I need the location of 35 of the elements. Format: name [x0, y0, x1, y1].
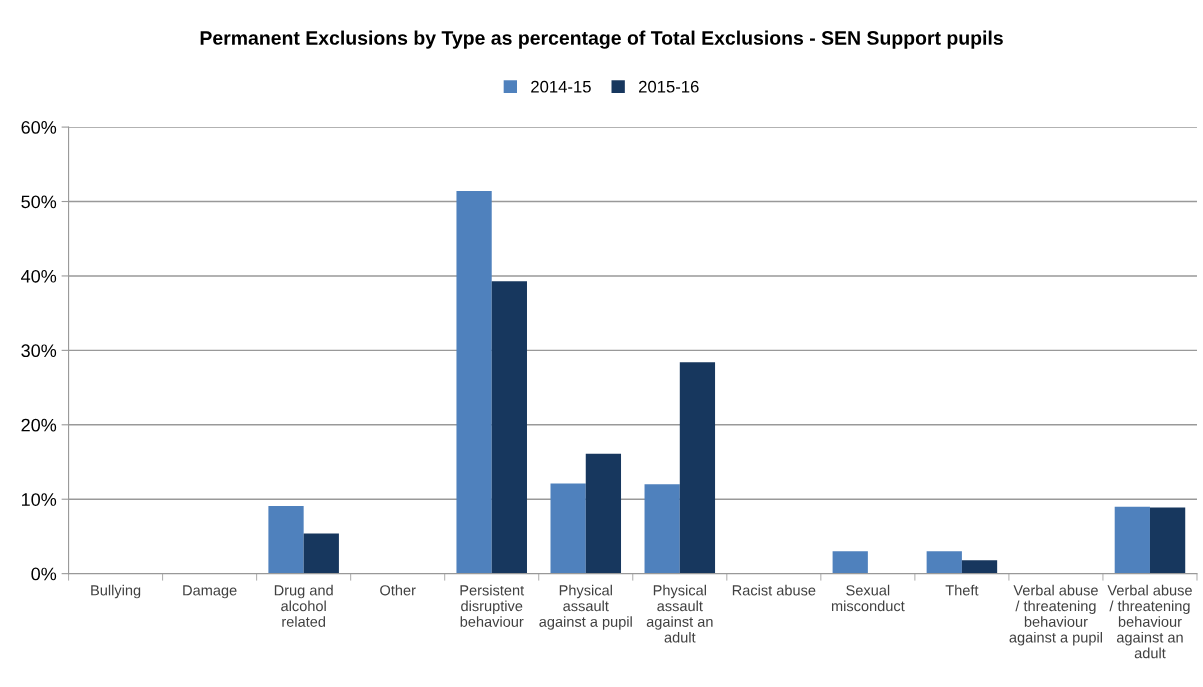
bar	[585, 453, 622, 574]
bar	[1114, 506, 1150, 574]
bar	[456, 191, 492, 574]
bar	[679, 362, 716, 574]
legend-label: 2015-16	[639, 80, 699, 93]
bar	[303, 533, 339, 574]
y-tick-label: 20%	[21, 418, 57, 432]
bar	[268, 505, 304, 574]
y-tick-label: 0%	[31, 567, 57, 581]
x-tick-label: Racist abuse	[732, 584, 816, 596]
y-tick-label: 10%	[22, 493, 57, 506]
bar	[1149, 507, 1186, 574]
x-tick-label: Theft	[945, 584, 979, 596]
x-tick-label: Drug and alcohol related	[274, 584, 333, 627]
legend-label: 2014-15	[531, 80, 591, 93]
x-tick-label: Physical assault against an adult	[646, 584, 713, 643]
y-tick-label: 40%	[21, 269, 57, 283]
bar	[491, 281, 527, 574]
bar	[550, 483, 586, 574]
y-tick-label: 50%	[21, 195, 57, 209]
x-tick-label: Physical assault against a pupil	[539, 584, 632, 630]
bar	[644, 484, 680, 574]
bar	[832, 551, 868, 574]
x-tick-label: Damage	[183, 585, 237, 599]
x-tick-label: Bullying	[91, 584, 141, 599]
chart-title: Permanent Exclusions by Type as percentage of Total Exclusions - SEN Support pupils	[200, 30, 1003, 49]
x-tick-label: Verbal abuse / threatening behaviour against a pupil	[1009, 584, 1102, 646]
x-tick-label: Sexual misconduct	[831, 584, 905, 612]
bar	[961, 560, 998, 574]
x-tick-label: Persistent disruptive behaviour	[460, 584, 525, 627]
y-tick-label: 60%	[21, 121, 57, 134]
x-tick-label: Verbal abuse / threatening behaviour against an adult	[1107, 584, 1192, 659]
bar	[926, 551, 962, 574]
y-tick-label: 30%	[21, 344, 57, 358]
x-tick-label: Other	[380, 584, 416, 596]
